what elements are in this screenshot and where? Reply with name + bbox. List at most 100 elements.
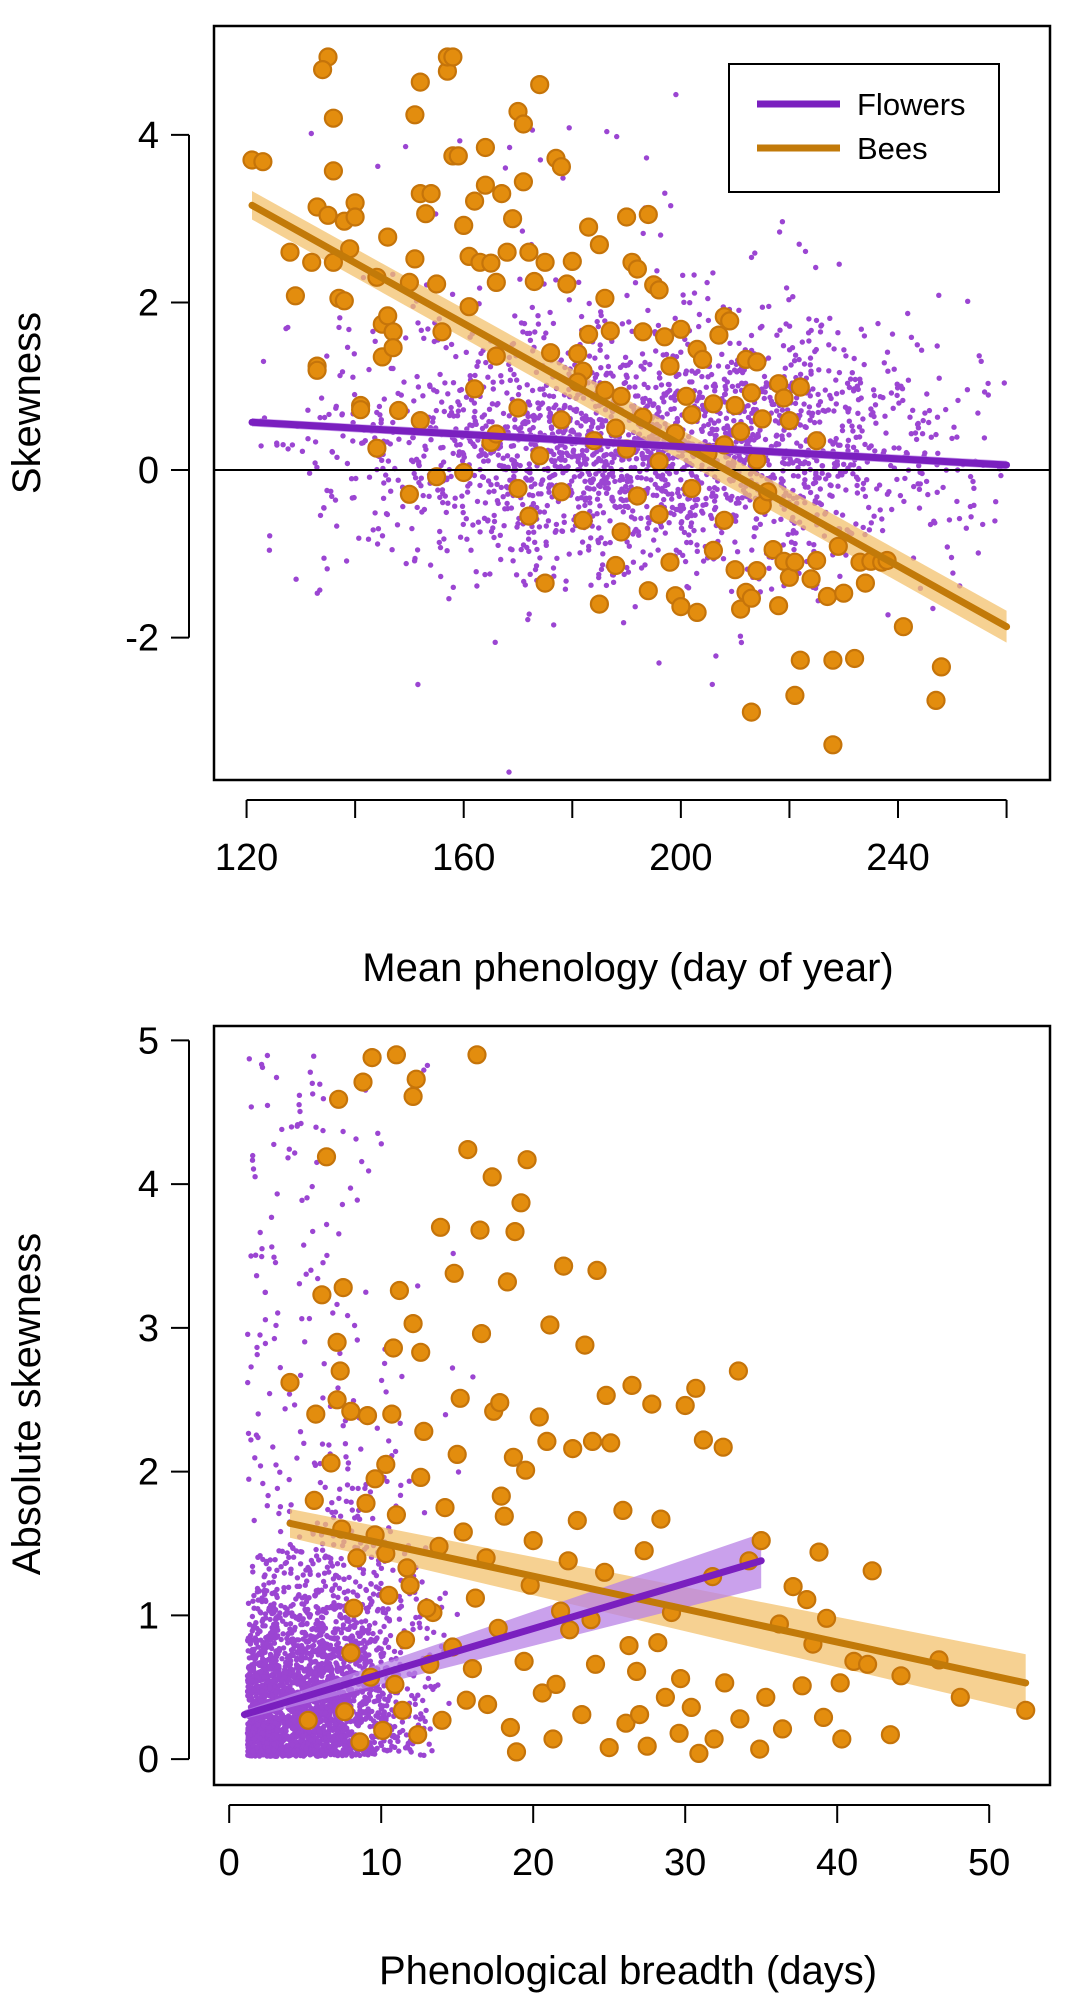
flowers-point bbox=[285, 1584, 292, 1591]
flowers-point bbox=[436, 539, 442, 546]
legend-box bbox=[728, 63, 1000, 193]
flowers-point bbox=[831, 346, 837, 352]
flowers-point bbox=[415, 384, 422, 390]
flowers-point bbox=[282, 1406, 288, 1412]
bees-point bbox=[627, 259, 648, 279]
flowers-point bbox=[791, 546, 797, 553]
flowers-point bbox=[541, 335, 547, 341]
bees-point bbox=[410, 72, 430, 92]
flowers-point bbox=[369, 1734, 375, 1740]
flowers-point bbox=[418, 327, 424, 333]
bees-point bbox=[790, 650, 810, 670]
bees-point bbox=[535, 573, 555, 593]
flowers-point bbox=[582, 417, 588, 424]
flowers-point bbox=[847, 376, 854, 382]
flowers-point bbox=[797, 443, 804, 449]
flowers-point bbox=[313, 1553, 320, 1559]
flowers-point bbox=[337, 1350, 343, 1357]
flowers-point bbox=[802, 248, 809, 255]
flowers-point bbox=[319, 1547, 326, 1553]
flowers-point bbox=[624, 473, 630, 479]
flowers-point bbox=[473, 569, 479, 575]
flowers-point bbox=[745, 403, 751, 409]
flowers-point bbox=[476, 285, 483, 291]
flowers-point bbox=[550, 393, 557, 400]
bees-point bbox=[627, 486, 648, 506]
flowers-point bbox=[305, 407, 311, 413]
flowers-point bbox=[247, 1641, 254, 1647]
flowers-point bbox=[860, 416, 866, 422]
bees-point bbox=[741, 383, 762, 403]
flowers-point bbox=[274, 1567, 280, 1574]
flowers-point bbox=[681, 529, 688, 536]
bees-point bbox=[709, 325, 729, 345]
flowers-point bbox=[667, 510, 674, 516]
flowers-point bbox=[888, 390, 895, 396]
flowers-point bbox=[643, 476, 649, 482]
flowers-point bbox=[421, 506, 428, 513]
flowers-point bbox=[936, 292, 942, 298]
flowers-point bbox=[841, 461, 847, 467]
flowers-point bbox=[306, 470, 313, 476]
flowers-point bbox=[715, 418, 722, 424]
flowers-point bbox=[329, 1509, 335, 1516]
flowers-point bbox=[485, 458, 491, 464]
bees-point bbox=[497, 242, 517, 262]
flowers-point bbox=[288, 1502, 294, 1508]
flowers-point bbox=[546, 489, 552, 495]
flowers-point bbox=[666, 471, 673, 477]
flowers-point bbox=[422, 443, 428, 449]
flowers-point bbox=[329, 449, 336, 455]
bees-points-top bbox=[242, 47, 952, 755]
flowers-point bbox=[866, 527, 873, 533]
flowers-point bbox=[351, 1617, 357, 1623]
flowers-point bbox=[380, 495, 387, 501]
flowers-point bbox=[640, 230, 646, 237]
flowers-point bbox=[812, 498, 818, 504]
flowers-point bbox=[696, 323, 702, 330]
flowers-point bbox=[248, 1253, 254, 1259]
flowers-point bbox=[286, 1146, 292, 1152]
flowers-point bbox=[499, 379, 505, 385]
flowers-point bbox=[954, 434, 960, 440]
flowers-point bbox=[383, 472, 389, 478]
bees-point bbox=[486, 346, 506, 366]
flowers-point bbox=[779, 407, 786, 413]
flowers-point bbox=[374, 1425, 380, 1431]
bees-point bbox=[606, 418, 626, 438]
flowers-point bbox=[252, 1455, 258, 1461]
flowers-point bbox=[314, 1610, 321, 1616]
bees-point bbox=[785, 685, 805, 706]
flowers-point bbox=[334, 1301, 340, 1308]
flowers-point bbox=[813, 470, 819, 476]
flowers-point bbox=[310, 1228, 316, 1235]
flowers-point bbox=[431, 1629, 437, 1636]
flowers-point bbox=[687, 300, 693, 306]
flowers-point bbox=[925, 491, 931, 498]
flowers-point bbox=[691, 272, 697, 278]
bees-point bbox=[508, 478, 528, 499]
flowers-point bbox=[632, 604, 638, 610]
flowers-point bbox=[623, 362, 629, 369]
flowers-point bbox=[527, 337, 534, 343]
flowers-point bbox=[654, 492, 660, 499]
flowers-point bbox=[927, 521, 934, 528]
flowers-point bbox=[720, 556, 727, 562]
flowers-point bbox=[951, 424, 957, 430]
bees-point bbox=[671, 596, 691, 617]
flowers-point bbox=[274, 1485, 281, 1492]
flowers-point bbox=[265, 1732, 272, 1738]
flowers-point bbox=[279, 1656, 285, 1662]
flowers-point bbox=[645, 307, 651, 314]
flowers-point bbox=[496, 462, 503, 469]
flowers-point bbox=[684, 583, 690, 590]
flowers-point bbox=[337, 1613, 343, 1620]
bees-point bbox=[660, 356, 680, 376]
flowers-point bbox=[626, 384, 632, 390]
bees-point bbox=[502, 209, 523, 229]
flowers-point bbox=[725, 425, 731, 431]
plot-frame-top bbox=[212, 24, 1052, 782]
flowers-point bbox=[546, 474, 553, 481]
flowers-point bbox=[856, 434, 863, 440]
flowers-point bbox=[691, 527, 697, 534]
